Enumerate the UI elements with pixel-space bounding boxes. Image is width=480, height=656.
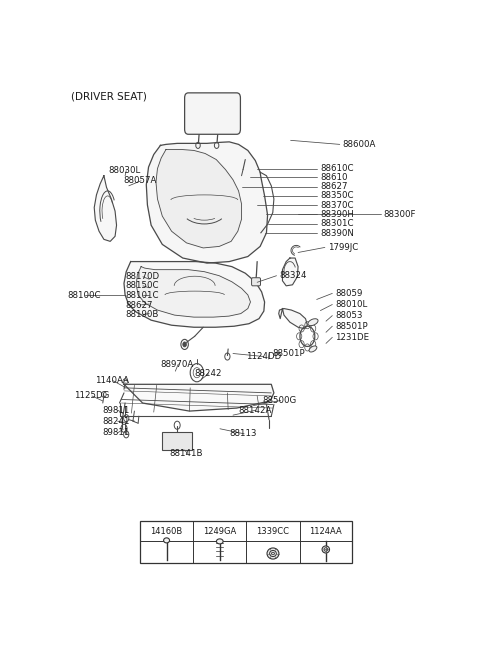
Ellipse shape [267, 548, 279, 559]
Text: 88053: 88053 [335, 311, 363, 320]
Circle shape [183, 342, 186, 347]
Text: 88970A: 88970A [160, 359, 194, 369]
Text: 88101C: 88101C [125, 291, 158, 300]
Text: 1125DG: 1125DG [74, 392, 109, 400]
Text: 1249GA: 1249GA [203, 527, 236, 536]
Text: 88350C: 88350C [321, 192, 354, 200]
Ellipse shape [322, 546, 329, 553]
Text: 88242: 88242 [194, 369, 221, 379]
Ellipse shape [164, 538, 169, 543]
Text: 88142A: 88142A [239, 405, 272, 415]
Text: 88170D: 88170D [125, 272, 159, 281]
Text: 88610C: 88610C [321, 164, 354, 173]
Text: 88301C: 88301C [321, 219, 354, 228]
Polygon shape [124, 262, 264, 327]
Text: 1124DD: 1124DD [246, 352, 281, 361]
Text: 88610: 88610 [321, 173, 348, 182]
Text: 88501P: 88501P [335, 321, 368, 331]
Ellipse shape [216, 539, 223, 544]
FancyBboxPatch shape [140, 522, 352, 563]
Text: 88010L: 88010L [335, 300, 368, 309]
Text: 88241: 88241 [103, 417, 130, 426]
Polygon shape [156, 150, 241, 248]
FancyBboxPatch shape [162, 432, 192, 450]
Text: 1339CC: 1339CC [256, 527, 289, 536]
Text: 88500G: 88500G [263, 396, 297, 405]
Polygon shape [136, 266, 251, 317]
Ellipse shape [308, 319, 318, 325]
Text: 1140AA: 1140AA [96, 377, 129, 385]
Text: 88627: 88627 [125, 300, 153, 310]
Text: 1799JC: 1799JC [328, 243, 358, 252]
Text: 88150C: 88150C [125, 281, 158, 291]
Text: 88190B: 88190B [125, 310, 158, 319]
Text: (DRIVER SEAT): (DRIVER SEAT) [71, 91, 147, 101]
Polygon shape [282, 258, 298, 286]
FancyBboxPatch shape [252, 277, 261, 286]
Polygon shape [94, 176, 117, 241]
Polygon shape [124, 384, 274, 411]
Text: 88390H: 88390H [321, 210, 354, 218]
Polygon shape [146, 142, 267, 263]
Text: 88300F: 88300F [384, 210, 416, 218]
Text: 88057A: 88057A [123, 176, 156, 185]
Text: 88324: 88324 [279, 271, 307, 280]
Text: 88141B: 88141B [170, 449, 203, 458]
Text: 89811: 89811 [103, 428, 130, 438]
Text: 88100C: 88100C [67, 291, 101, 300]
Text: 88370C: 88370C [321, 201, 354, 209]
Text: 88113: 88113 [229, 429, 257, 438]
Text: 1124AA: 1124AA [310, 527, 342, 536]
Text: 88059: 88059 [335, 289, 363, 298]
Polygon shape [279, 308, 307, 329]
Ellipse shape [309, 346, 317, 352]
Text: 88627: 88627 [321, 182, 348, 192]
Text: 1231DE: 1231DE [335, 333, 370, 342]
Text: 14160B: 14160B [150, 527, 183, 536]
Text: 88030L: 88030L [108, 166, 141, 175]
Text: 89811: 89811 [103, 405, 130, 415]
Text: 88390N: 88390N [321, 229, 354, 237]
Ellipse shape [272, 552, 275, 555]
FancyBboxPatch shape [185, 93, 240, 134]
Text: 88501P: 88501P [272, 349, 305, 358]
Text: 88600A: 88600A [343, 140, 376, 149]
Ellipse shape [270, 550, 276, 556]
Ellipse shape [324, 548, 328, 551]
